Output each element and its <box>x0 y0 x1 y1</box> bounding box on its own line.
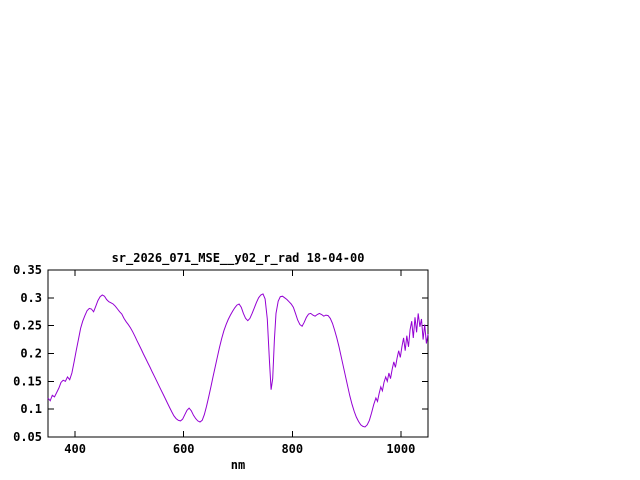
chart-title: sr_2026_071_MSE__y02_r_rad 18-04-00 <box>111 251 365 265</box>
y-tick-label: 0.25 <box>13 319 42 333</box>
y-tick-label: 0.15 <box>13 374 42 388</box>
y-tick-label: 0.3 <box>20 291 42 305</box>
x-tick-label: 1000 <box>386 442 415 456</box>
x-tick-label: 400 <box>64 442 86 456</box>
y-tick-label: 0.35 <box>13 263 42 277</box>
x-tick-label: 600 <box>173 442 195 456</box>
data-line <box>47 293 429 428</box>
y-tick-label: 0.1 <box>20 402 42 416</box>
plot-border <box>47 269 429 438</box>
x-tick-label: 800 <box>281 442 303 456</box>
y-tick-label: 0.2 <box>20 347 42 361</box>
x-axis-label: nm <box>230 458 246 472</box>
y-tick-label: 0.05 <box>13 430 42 444</box>
